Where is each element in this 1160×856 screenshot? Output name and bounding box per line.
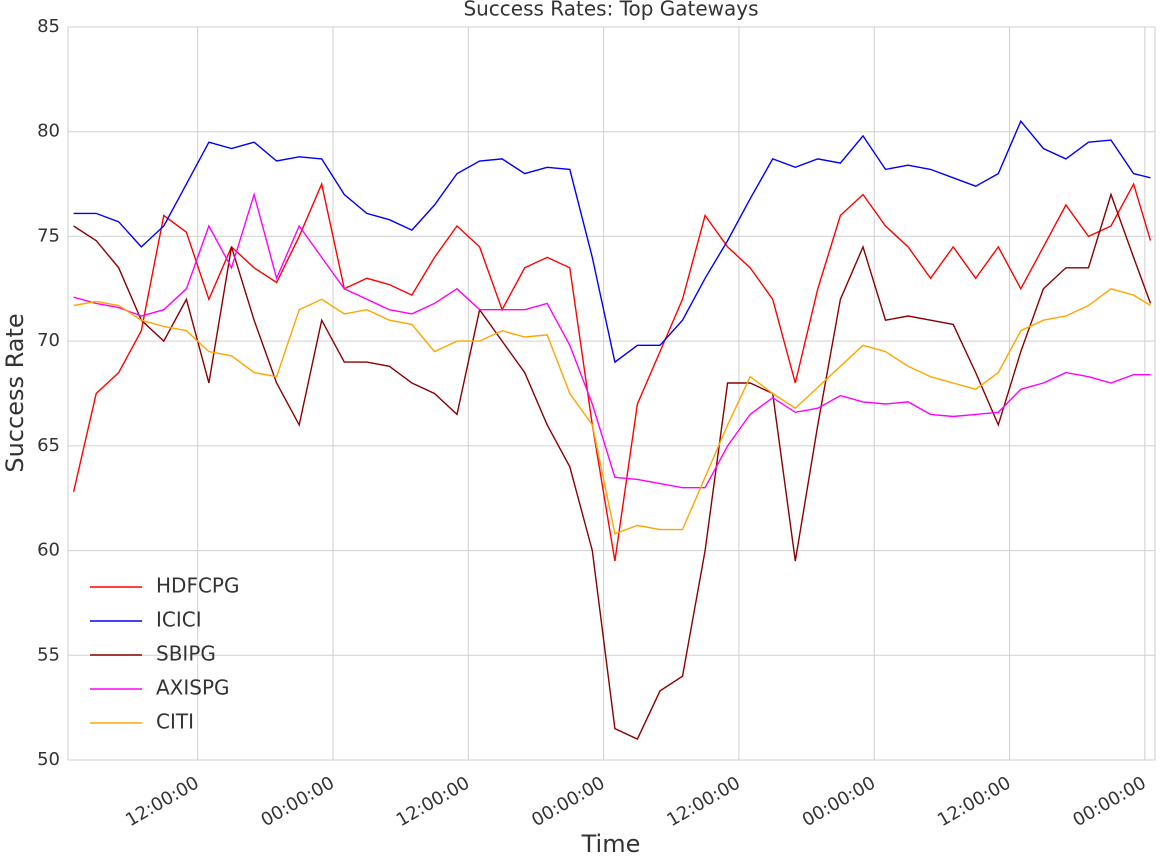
x-tick-label: 00:00:00 bbox=[528, 772, 609, 831]
y-tick-label: 60 bbox=[37, 540, 60, 561]
x-tick-label: 12:00:00 bbox=[663, 772, 744, 831]
series-line bbox=[73, 119, 1151, 364]
legend-label: SBIPG bbox=[156, 642, 216, 666]
series-line bbox=[72, 181, 1152, 562]
series-line bbox=[73, 192, 1152, 741]
legend-label: HDFCPG bbox=[156, 574, 239, 598]
x-tick-label: 12:00:00 bbox=[934, 772, 1015, 831]
y-tick-label: 75 bbox=[37, 225, 60, 246]
y-axis-label: Success Rate bbox=[1, 313, 29, 472]
legend-label: ICICI bbox=[156, 608, 202, 632]
x-tick-label: 12:00:00 bbox=[122, 772, 203, 831]
chart-title: Success Rates: Top Gateways bbox=[463, 0, 758, 21]
y-tick-label: 70 bbox=[37, 330, 60, 351]
x-tick-label: 00:00:00 bbox=[799, 772, 880, 831]
y-tick-label: 50 bbox=[37, 749, 60, 770]
y-tick-label: 55 bbox=[37, 644, 60, 665]
series-line bbox=[73, 288, 1151, 535]
x-tick-label: 00:00:00 bbox=[257, 772, 338, 831]
y-tick-label: 80 bbox=[37, 121, 60, 142]
x-tick-label: 00:00:00 bbox=[1069, 772, 1150, 831]
y-tick-label: 65 bbox=[37, 435, 60, 456]
plot-area bbox=[67, 26, 1156, 761]
x-tick-label: 12:00:00 bbox=[393, 772, 474, 831]
y-tick-label: 85 bbox=[37, 16, 60, 37]
legend-label: CITI bbox=[156, 710, 194, 734]
series-line bbox=[73, 191, 1151, 489]
legend-label: AXISPG bbox=[156, 676, 230, 700]
x-axis-label: Time bbox=[581, 830, 641, 856]
